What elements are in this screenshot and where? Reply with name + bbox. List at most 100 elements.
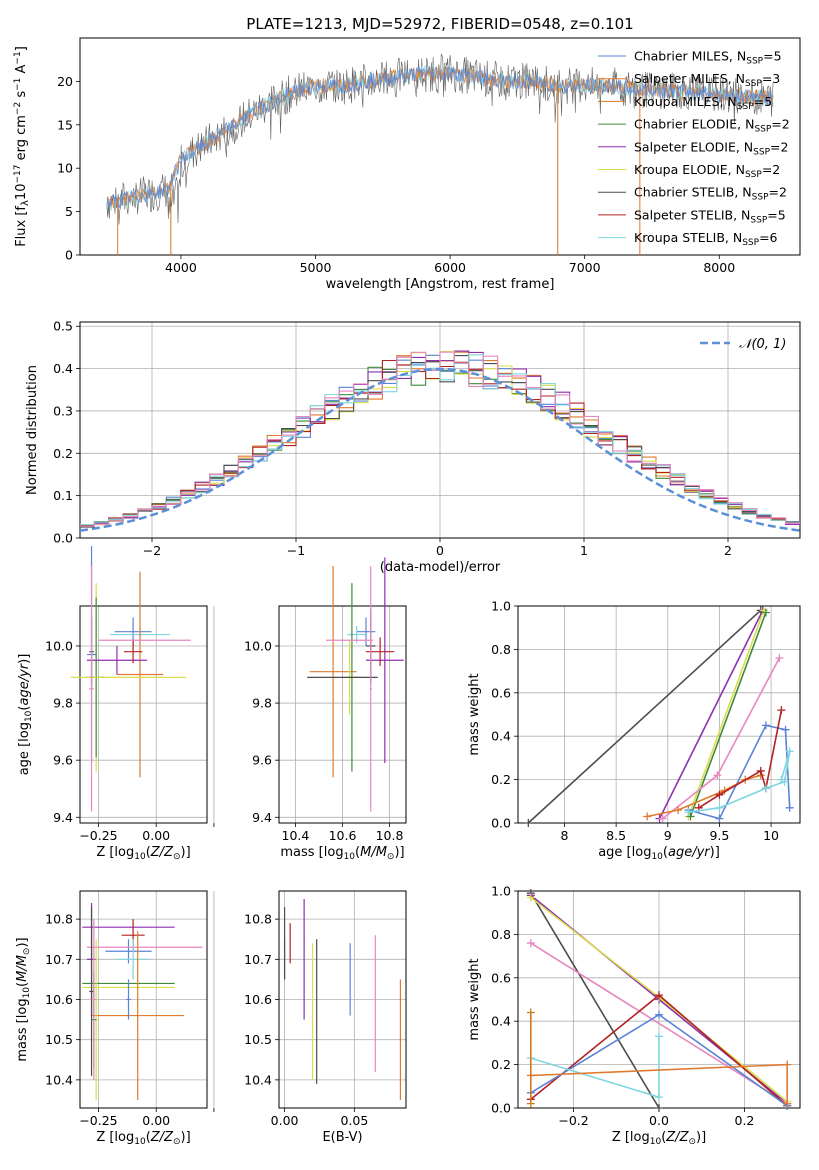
weight-marker <box>526 893 535 902</box>
weight-line <box>530 892 660 1109</box>
axes-frame <box>79 37 801 256</box>
y-tick-label: 0.2 <box>491 772 511 787</box>
weight-marker <box>674 805 683 814</box>
weight-marker <box>783 1060 792 1069</box>
panel-residuals: −2 −1 0 1 2 0.0 0.1 0.2 0.3 0.4 0.5 𝒩(0, 1) (data-mo… <box>25 319 801 575</box>
weight-line <box>530 942 788 1105</box>
y-tick-label: 0.6 <box>491 970 511 985</box>
x-tick-label: 0 <box>436 543 444 558</box>
panel-mass_vs_EBV: 0.00 0.05 10.4 10.5 10.6 10.7 10.8 E(B-V) <box>244 890 407 1145</box>
y-tick-label: 0.4 <box>53 361 73 376</box>
y-tick-label: 10.6 <box>244 992 272 1007</box>
x-tick-label: 10.4 <box>282 828 310 843</box>
x-tick-label: 10.6 <box>329 828 357 843</box>
weight-line <box>530 1036 660 1099</box>
y-tick-label: 0.2 <box>491 1057 511 1072</box>
legend-label: Salpeter ELODIE, NSSP=2 <box>634 139 788 157</box>
y-tick-label: 10.8 <box>45 912 73 927</box>
x-tick-label: 9.5 <box>709 828 729 843</box>
y-axis-label: Flux [fλ10−17 erg cm−2 s−1 A−1] <box>13 46 31 247</box>
y-tick-label: 0.1 <box>53 488 73 503</box>
weight-line <box>688 751 791 813</box>
panel-mass_weight_vs_Z: −0.2 0.0 0.2 0.0 0.2 0.4 0.6 0.8 1.0 Z [log10(Z/Z… <box>467 884 801 1147</box>
y-tick-label: 0.4 <box>491 1014 511 1029</box>
y-tick-label: 10.4 <box>244 1072 272 1087</box>
y-tick-label: 15 <box>57 117 73 132</box>
weight-marker <box>655 1104 663 1112</box>
legend-label: Kroupa STELIB, NSSP=6 <box>634 230 778 248</box>
y-tick-label: 5 <box>65 204 73 219</box>
weight-marker <box>655 1093 663 1102</box>
legend-label: Chabrier ELODIE, NSSP=2 <box>634 117 790 135</box>
y-tick-label: 0 <box>65 248 73 263</box>
x-tick-label: 1 <box>580 543 588 558</box>
weight-marker <box>655 991 663 1000</box>
y-axis-label: mass weight <box>467 958 482 1040</box>
y-axis-label: mass weight <box>467 673 482 755</box>
x-tick-label: 2 <box>724 543 732 558</box>
weight-marker <box>781 725 790 734</box>
spectrum-line <box>106 53 774 225</box>
histogram-series <box>80 354 800 526</box>
y-tick-label: 9.6 <box>252 753 272 768</box>
x-tick-label: 5000 <box>300 260 332 275</box>
x-tick-label: 0.2 <box>735 1113 755 1128</box>
y-tick-label: 10.6 <box>45 992 73 1007</box>
panel-mass_weight_vs_age: 8 8.5 9 9.5 10 0.0 0.2 0.4 0.6 0.8 1.0 age [log10(a… <box>467 599 801 862</box>
y-tick-label: 0.5 <box>53 319 73 334</box>
x-axis-label: Z [log10(Z/Z⊙)] <box>96 845 190 862</box>
y-tick-label: 0.6 <box>491 685 511 700</box>
weight-marker <box>715 790 724 799</box>
y-axis-label: Normed distribution <box>25 365 40 495</box>
weight-marker <box>761 784 770 793</box>
weight-marker <box>761 608 770 617</box>
weight-marker <box>686 812 695 821</box>
y-tick-label: 10.5 <box>244 1032 272 1047</box>
x-axis-label: E(B-V) <box>322 1130 362 1145</box>
y-tick-label: 0.0 <box>53 531 73 546</box>
legend-label: Chabrier STELIB, NSSP=2 <box>634 185 787 203</box>
x-tick-label: −2 <box>143 543 161 558</box>
y-tick-label: 9.8 <box>252 696 272 711</box>
x-axis-label: (data-model)/error <box>380 560 501 575</box>
weight-marker <box>526 1008 535 1017</box>
panel-mass_vs_Z: −0.25 0.00 10.4 10.5 10.6 10.7 10.8 Z [log10(Z/… <box>15 890 215 1147</box>
weight-line <box>689 612 767 817</box>
y-tick-label: 9.6 <box>53 753 73 768</box>
y-axis-label: age [log10(age/yr)] <box>17 654 34 776</box>
x-tick-label: −0.25 <box>79 828 117 843</box>
weight-marker <box>684 808 693 817</box>
legend-label: Salpeter STELIB, NSSP=5 <box>634 207 786 225</box>
x-tick-label: −0.2 <box>558 1113 588 1128</box>
y-tick-label: 10.7 <box>244 952 272 967</box>
weight-marker <box>783 1099 792 1108</box>
legend-label: Kroupa ELODIE, NSSP=2 <box>634 162 780 180</box>
weight-marker <box>524 819 533 827</box>
x-tick-label: 6000 <box>434 260 466 275</box>
panel-age_vs_Z: −0.25 0.00 9.4 9.6 9.8 10.0 Z [log10(Z/Z⊙)] age… <box>17 546 215 862</box>
x-tick-label: 7000 <box>569 260 601 275</box>
y-tick-label: 20 <box>57 74 73 89</box>
y-tick-label: 0.0 <box>491 816 511 831</box>
weight-marker <box>526 939 535 948</box>
x-axis-label: mass [log10(M/M⊙)] <box>280 845 404 862</box>
spectrum-line <box>106 65 774 210</box>
y-tick-label: 9.4 <box>53 810 73 825</box>
y-tick-label: 10.7 <box>45 952 73 967</box>
x-tick-label: 10.8 <box>376 828 404 843</box>
weight-marker <box>655 1032 663 1041</box>
y-tick-label: 9.4 <box>252 810 272 825</box>
y-tick-label: 10.8 <box>244 912 272 927</box>
x-tick-label: 4000 <box>165 260 197 275</box>
weight-marker <box>658 814 667 823</box>
x-axis-label: age [log10(age/yr)] <box>598 845 720 862</box>
weight-marker <box>775 654 784 663</box>
weight-marker <box>655 1010 663 1019</box>
weight-marker <box>756 766 765 775</box>
weight-marker <box>715 814 724 823</box>
weight-marker <box>761 721 770 730</box>
y-tick-label: 0.0 <box>491 1101 511 1116</box>
x-tick-label: 9 <box>664 828 672 843</box>
panel-age_vs_mass: 10.4 10.6 10.8 9.4 9.6 9.8 10.0 mass [log10(M/M… <box>244 557 407 862</box>
